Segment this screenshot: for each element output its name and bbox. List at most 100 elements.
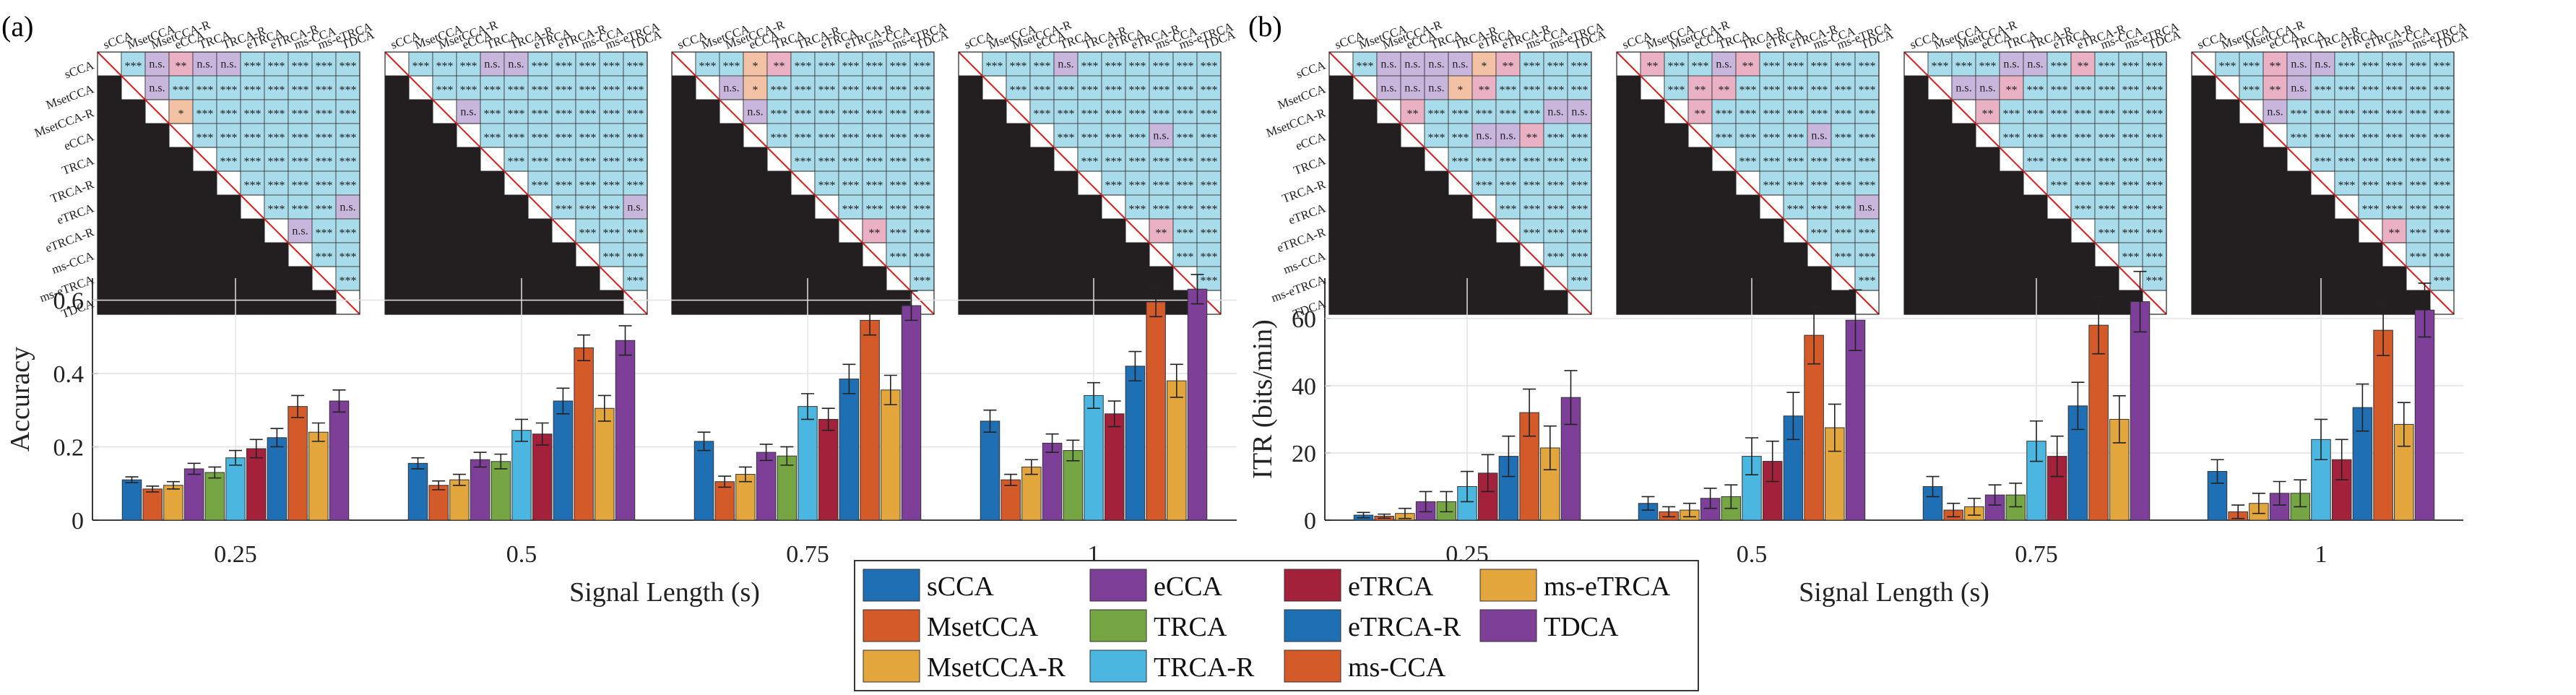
matrix-cell — [599, 218, 624, 243]
matrix-lower-cell — [719, 171, 744, 196]
bar-TDCA-0.75 — [2130, 301, 2151, 521]
matrix-lower-cell — [504, 290, 529, 315]
matrix-lower-cell — [121, 219, 146, 243]
matrix-cell-label: *** — [1058, 108, 1075, 121]
matrix-cell — [264, 123, 289, 148]
matrix-lower-cell — [743, 219, 768, 243]
matrix-cell-label: *** — [890, 156, 907, 168]
legend-label: ms-eTRCA — [1544, 571, 1671, 602]
matrix-lower-cell — [1425, 290, 1449, 315]
legend-item: eCCA — [1089, 569, 1223, 602]
matrix-lower-cell — [1377, 171, 1401, 196]
bar-sCCA-0.5 — [407, 462, 428, 521]
matrix-lower-cell — [2216, 243, 2240, 267]
matrix-lower-cell — [1078, 195, 1102, 220]
bar-ms-CCA-1 — [1146, 301, 1166, 521]
matrix-cell-label: *** — [316, 61, 333, 73]
matrix-cell-label: *** — [1357, 61, 1374, 73]
legend: sCCA MsetCCA MsetCCA-R eCCA TRCA TRCA-R eTRCA e… — [854, 560, 1699, 691]
matrix-cell — [814, 51, 839, 77]
matrix-diagonal-slash — [1640, 75, 1665, 100]
matrix-row-label: eCCA — [1294, 129, 1328, 153]
matrix-lower-cell — [672, 171, 696, 196]
legend-swatch — [1089, 609, 1147, 642]
matrix-cell — [335, 99, 360, 124]
bar-TRCA-R-0.75 — [2026, 441, 2046, 521]
matrix-lower-cell — [839, 290, 863, 315]
matrix-lower-cell — [2216, 124, 2240, 148]
matrix-cell — [1495, 99, 1521, 124]
matrix-lower-cell — [1952, 219, 1976, 243]
matrix-lower-cell — [1617, 243, 1641, 267]
matrix-cell — [1711, 123, 1737, 148]
matrix-lower-cell — [1712, 171, 1737, 196]
matrix-lower-cell — [504, 195, 529, 220]
matrix-cell-label: *** — [2291, 132, 2308, 144]
matrix-cell — [1077, 147, 1102, 172]
matrix-cell-label: ** — [2270, 85, 2281, 97]
matrix-lower-cell — [121, 290, 146, 315]
matrix-lower-cell — [1617, 100, 1641, 124]
matrix-border — [671, 51, 935, 315]
matrix-cell — [862, 147, 887, 172]
matrix-cell-label: *** — [2027, 132, 2044, 144]
matrix-cell — [1711, 99, 1737, 124]
matrix-cell-label: *** — [1034, 85, 1051, 97]
matrix-lower-cell — [1904, 76, 1929, 100]
matrix-lower-cell — [169, 147, 194, 172]
matrix-cell-label: *** — [1835, 61, 1852, 73]
matrix-lower-cell — [385, 124, 410, 148]
matrix-cell-label: *** — [556, 61, 573, 73]
matrix-lower-cell — [1329, 267, 1354, 291]
matrix-cell-label: *** — [2122, 251, 2140, 264]
matrix-cell-label: *** — [2434, 85, 2451, 97]
matrix-cell-label: *** — [2386, 132, 2403, 144]
matrix-lower-cell — [1030, 219, 1055, 243]
matrix-lower-cell — [1712, 267, 1737, 291]
bar-TRCA-R-0.25 — [225, 457, 246, 521]
matrix-cell-label: *** — [268, 156, 285, 168]
bar-TRCA-0.75 — [777, 455, 798, 521]
matrix-cell-label: ** — [2270, 61, 2281, 73]
matrix-lower-cell — [696, 147, 720, 172]
matrix-cell-label: *** — [1081, 108, 1099, 121]
matrix-cell-label: *** — [627, 180, 644, 192]
matrix-border — [384, 51, 648, 315]
matrix-lower-cell — [2216, 195, 2240, 220]
matrix-cell-label: *** — [1129, 61, 1146, 73]
matrix-cell — [1172, 123, 1198, 148]
matrix-cell — [2382, 99, 2407, 124]
matrix-cell-label: *** — [1787, 156, 1805, 168]
matrix-lower-cell — [385, 290, 410, 315]
matrix-lower-cell — [1688, 267, 1713, 291]
matrix-cell — [1077, 75, 1102, 100]
matrix-cell — [1735, 75, 1760, 100]
matrix-cell-label: *** — [220, 108, 238, 121]
matrix-cell-label: *** — [340, 228, 357, 240]
matrix-cell-label: *** — [2003, 132, 2020, 144]
matrix-cell-label: *** — [1571, 180, 1589, 192]
matrix-diagonal-slash — [2046, 194, 2072, 220]
matrix-border — [1616, 51, 1880, 315]
matrix-cell-label: *** — [842, 108, 860, 121]
matrix-cell-label: *** — [2146, 251, 2164, 264]
matrix-lower-cell — [1425, 171, 1449, 196]
legend-swatch — [863, 609, 920, 642]
matrix-cell-label: *** — [2386, 204, 2403, 216]
matrix-lower-cell — [791, 290, 816, 315]
matrix-lower-cell — [1976, 219, 2000, 243]
matrix-cell — [1759, 75, 1784, 100]
y-tick-label: 0 — [72, 508, 84, 535]
matrix-lower-cell — [2263, 171, 2288, 196]
legend-label: MsetCCA — [927, 612, 1039, 642]
matrix-lower-cell — [719, 243, 744, 267]
matrix-cell — [575, 170, 600, 196]
matrix-lower-cell — [1329, 171, 1354, 196]
matrix-cell-label: n.s. — [1859, 202, 1875, 214]
panel-label-b: (b) — [1248, 10, 1282, 43]
matrix-cell-label: *** — [2434, 228, 2451, 240]
matrix-cell-label: n.s. — [1476, 130, 1492, 142]
matrix-cell-label: *** — [914, 251, 931, 264]
matrix-cell-label: *** — [436, 61, 454, 73]
matrix-cell-label: *** — [627, 108, 644, 121]
